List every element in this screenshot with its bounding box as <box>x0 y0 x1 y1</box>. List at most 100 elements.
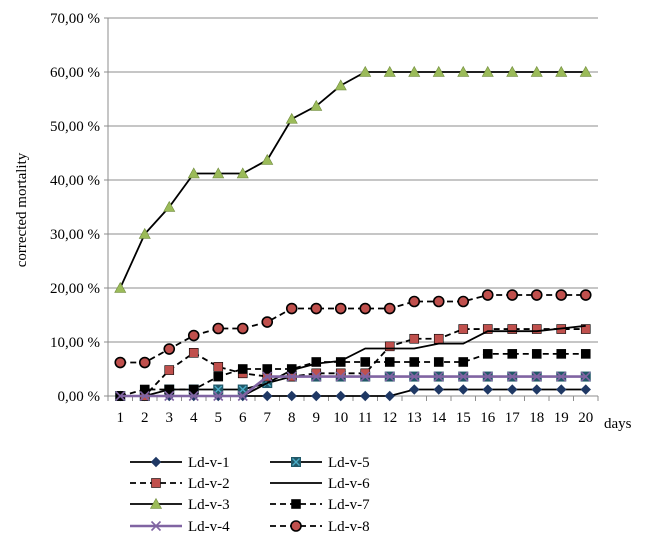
legend-marker <box>150 520 162 532</box>
legend-marker <box>150 456 162 468</box>
data-point <box>261 316 274 328</box>
data-point <box>408 295 421 308</box>
data-point <box>286 364 297 374</box>
data-point <box>213 371 224 382</box>
marker-cross <box>292 458 300 466</box>
data-point <box>138 227 151 239</box>
data-point <box>359 65 372 77</box>
y-tick-label: 40,00 % <box>50 173 100 189</box>
data-point <box>164 365 175 375</box>
legend-item-ld-v-6: Ld-v-6 <box>270 476 370 492</box>
data-point <box>555 65 568 77</box>
legend-item-ld-v-2: Ld-v-2 <box>130 476 230 492</box>
data-point <box>384 390 395 402</box>
data-point <box>482 324 493 334</box>
data-point <box>383 302 396 315</box>
data-point <box>114 356 127 369</box>
data-point <box>580 384 591 395</box>
data-point <box>164 384 175 395</box>
data-point <box>531 371 542 382</box>
y-tick-label: 60,00 % <box>50 65 100 81</box>
tick-labels: 0,00 % 10,00 % 20,00 % 30,00 % 40,00 % 50,00 … <box>50 11 593 426</box>
legend-label: Ld-v-8 <box>328 519 370 535</box>
data-point <box>531 384 542 395</box>
data-point <box>115 390 126 402</box>
x-tick-label: 3 <box>166 410 174 426</box>
data-point <box>310 302 323 315</box>
data-point <box>457 65 470 77</box>
data-point <box>262 371 273 382</box>
data-point <box>409 371 420 382</box>
data-point <box>530 289 543 301</box>
data-point <box>237 384 248 395</box>
data-point <box>286 371 297 382</box>
data-point <box>212 167 225 179</box>
x-tick-label: 15 <box>456 410 471 426</box>
legend-marker <box>291 457 301 467</box>
data-point <box>360 390 371 402</box>
data-point <box>458 324 469 334</box>
data-point <box>507 349 518 359</box>
legend-marker <box>290 520 302 532</box>
data-point <box>482 371 493 382</box>
legend-label: Ld-v-4 <box>188 519 230 535</box>
data-point <box>139 390 150 402</box>
data-point <box>188 384 199 395</box>
data-point <box>285 302 298 315</box>
legend-label: Ld-v-2 <box>188 476 230 492</box>
data-point <box>163 343 176 355</box>
x-tick-label: 16 <box>480 410 496 426</box>
data-point <box>334 79 347 91</box>
x-tick-label: 4 <box>190 410 198 426</box>
x-tick-label: 1 <box>117 410 125 426</box>
series-ld-v-4 <box>115 371 591 402</box>
legend-label: Ld-v-5 <box>328 455 370 471</box>
legend-item-ld-v-4: Ld-v-4 <box>130 519 230 535</box>
legend-label: Ld-v-6 <box>328 476 370 492</box>
x-tick-label: 10 <box>333 410 348 426</box>
data-point <box>359 302 372 315</box>
data-point <box>311 357 322 367</box>
legend-marker <box>149 497 163 509</box>
data-point <box>188 390 199 402</box>
data-point <box>579 65 592 77</box>
data-point <box>213 384 224 395</box>
data-point <box>556 349 567 359</box>
x-tick-label: 19 <box>554 410 569 426</box>
data-point <box>531 324 542 334</box>
data-point <box>114 281 127 293</box>
data-point <box>213 362 224 372</box>
data-point <box>138 356 151 369</box>
data-point <box>286 390 297 402</box>
data-point <box>261 153 274 165</box>
data-point <box>213 390 224 402</box>
data-point <box>409 357 420 367</box>
x-axis-label: days <box>604 416 632 432</box>
data-point <box>409 333 420 344</box>
data-point <box>458 384 469 395</box>
data-point <box>384 371 395 382</box>
data-point <box>507 371 518 382</box>
x-tick-label: 9 <box>313 410 321 426</box>
data-point <box>432 295 445 308</box>
legend-marker <box>291 499 301 509</box>
data-point <box>433 357 444 367</box>
data-point <box>236 167 249 179</box>
x-tick-label: 8 <box>288 410 296 426</box>
y-tick-label: 20,00 % <box>50 281 100 297</box>
series-line <box>120 375 586 398</box>
data-point <box>580 324 591 334</box>
legend-item-ld-v-7: Ld-v-7 <box>270 497 370 513</box>
data-point <box>164 390 175 402</box>
series-line <box>119 71 586 289</box>
data-point <box>311 390 322 402</box>
data-point <box>335 390 346 402</box>
x-tick-label: 6 <box>239 410 247 426</box>
data-point <box>237 390 248 402</box>
marker-cross <box>238 385 247 394</box>
x-tick-label: 11 <box>358 410 372 426</box>
data-point <box>482 349 493 359</box>
x-tick-label: 5 <box>215 410 223 426</box>
x-tick-label: 2 <box>141 410 149 426</box>
data-point <box>580 349 591 359</box>
